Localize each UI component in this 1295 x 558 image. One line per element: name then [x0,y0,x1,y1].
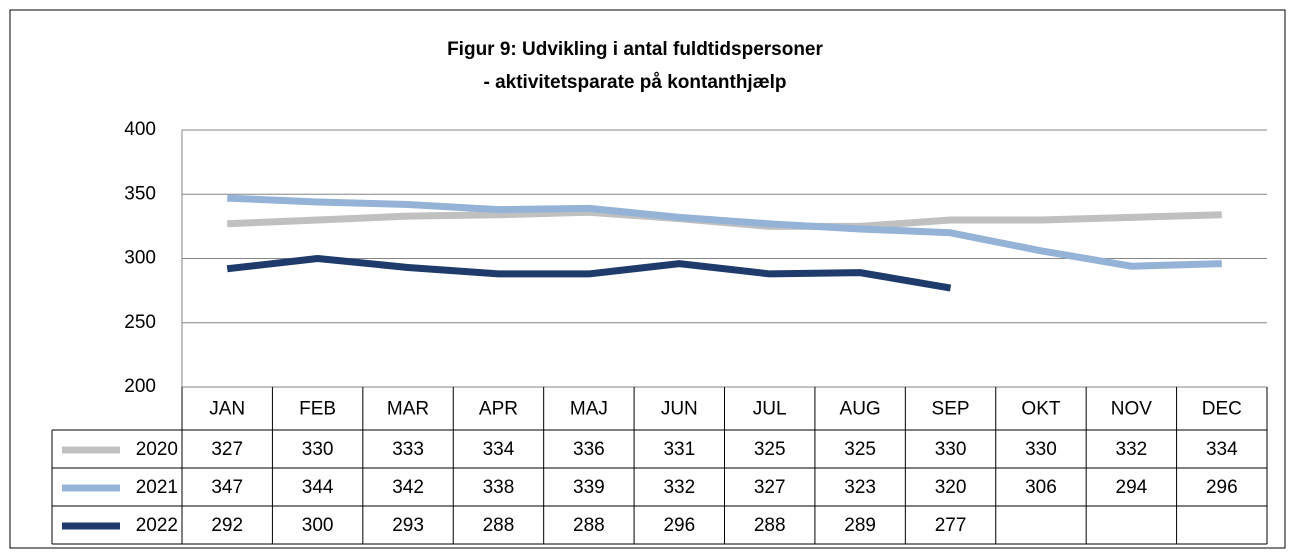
table-value: 342 [392,477,424,498]
x-tick-label: JUN [661,399,698,420]
x-tick-label: SEP [932,399,970,420]
x-tick-label: JUL [753,399,787,420]
table-value: 347 [211,477,243,498]
table-value: 296 [1206,477,1238,498]
table-value: 339 [573,477,605,498]
table-value: 292 [211,515,243,536]
y-tick-label: 350 [124,183,156,204]
table-value: 336 [573,439,605,460]
y-tick-label: 400 [124,119,156,140]
legend-label: 2021 [136,477,178,498]
x-tick-label: OKT [1021,399,1060,420]
table-value: 344 [302,477,334,498]
table-value: 330 [935,439,967,460]
y-tick-label: 250 [124,312,156,333]
table-value: 300 [302,515,334,536]
table-value: 293 [392,515,424,536]
table-value: 288 [754,515,786,536]
table-value: 334 [1206,439,1238,460]
y-tick-label: 200 [124,376,156,397]
table-value: 320 [935,477,967,498]
table-value: 327 [754,477,786,498]
table-value: 288 [573,515,605,536]
series-line [227,194,1222,270]
legend-label: 2020 [136,439,178,460]
table-value: 294 [1116,477,1148,498]
table-value: 296 [663,515,695,536]
table-value: 330 [1025,439,1057,460]
x-tick-label: DEC [1202,399,1242,420]
table-value: 333 [392,439,424,460]
y-tick-label: 300 [124,248,156,269]
series-line [226,255,952,292]
x-tick-label: MAR [387,399,429,420]
table-value: 288 [483,515,515,536]
table-value: 332 [1116,439,1148,460]
table-value: 334 [483,439,515,460]
table-value: 306 [1025,477,1057,498]
table-value: 325 [844,439,876,460]
table-value: 338 [483,477,515,498]
x-tick-label: APR [479,399,518,420]
x-tick-label: AUG [840,399,881,420]
chart-frame [9,9,1286,549]
table-value: 331 [663,439,695,460]
table-value: 325 [754,439,786,460]
x-tick-label: NOV [1111,399,1153,420]
table-value: 323 [844,477,876,498]
x-tick-label: FEB [299,399,336,420]
legend-label: 2022 [136,515,178,536]
x-tick-label: JAN [209,399,245,420]
chart-title: Figur 9: Udvikling i antal fuldtidsperso… [447,39,823,60]
table-value: 277 [935,515,967,536]
table-value: 330 [302,439,334,460]
x-tick-label: MAJ [570,399,608,420]
table-value: 332 [663,477,695,498]
chart-title: - aktivitetsparate på kontanthjælp [483,72,786,93]
table-value: 289 [844,515,876,536]
table-value: 327 [211,439,243,460]
